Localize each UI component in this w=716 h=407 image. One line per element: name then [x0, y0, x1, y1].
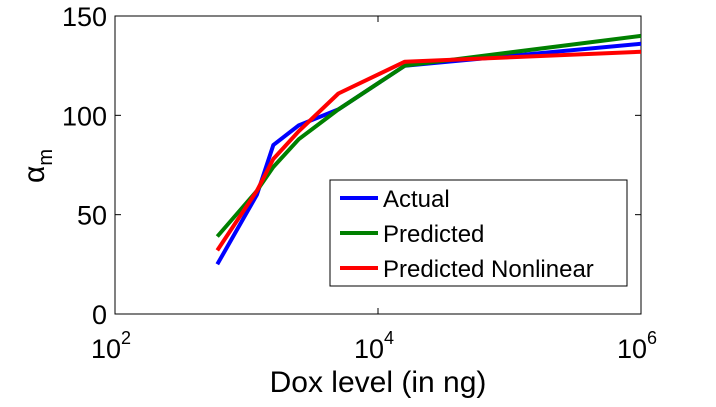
y-tick-label: 50: [77, 201, 107, 231]
x-tick-label: 102: [91, 328, 131, 364]
series-layer: [215, 33, 642, 266]
y-tick-label: 150: [62, 2, 107, 32]
x-tick-label: 106: [617, 328, 657, 364]
x-axis-label: Dox level (in ng): [270, 366, 487, 399]
y-axis-label: αm: [18, 149, 57, 183]
y-axis-label-base: α: [18, 166, 51, 183]
x-tick-label-base: 10: [91, 334, 121, 364]
legend: Actual Predicted Predicted Nonlinear: [329, 179, 628, 287]
y-axis-label-subscript: m: [35, 149, 57, 166]
x-tick-label-exponent: 4: [384, 328, 394, 348]
legend-label-1: Actual: [383, 186, 450, 213]
y-tick-label: 0: [92, 300, 107, 330]
legend-box: [329, 179, 628, 287]
series-line-3: [215, 49, 642, 252]
x-tick-label-exponent: 6: [647, 328, 657, 348]
x-tick-label-exponent: 2: [121, 328, 131, 348]
legend-label-2: Predicted: [383, 221, 484, 248]
y-tick-label: 100: [62, 101, 107, 131]
legend-entries: Actual Predicted Predicted Nonlinear: [340, 186, 594, 283]
x-tick-label-base: 10: [617, 334, 647, 364]
x-tick-label-base: 10: [354, 334, 384, 364]
x-tick-label: 104: [354, 328, 394, 364]
legend-label-3: Predicted Nonlinear: [383, 256, 594, 283]
